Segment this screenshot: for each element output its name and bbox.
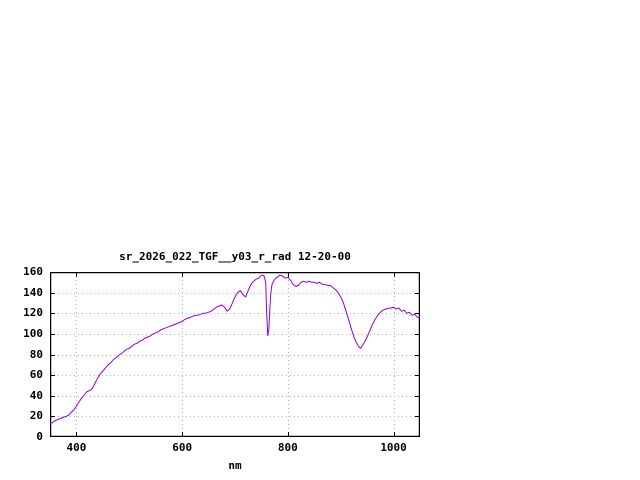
y-axis-tick-label: 20 — [29, 409, 43, 423]
x-axis-tick-label: 1000 — [380, 441, 407, 454]
y-axis-tick-label: 80 — [29, 347, 43, 361]
y-axis-tick-label: 140 — [23, 285, 43, 299]
y-axis-tick-label: 100 — [23, 326, 43, 340]
x-axis-tick-label: 800 — [277, 441, 298, 454]
chart-title: sr_2026_022_TGF__y03_r_rad 12-20-00 — [119, 250, 351, 263]
plot-border — [50, 272, 420, 437]
y-axis-tick-label: 120 — [23, 306, 43, 320]
y-axis-tick-label: 60 — [29, 368, 43, 382]
x-axis-tick-label: 600 — [172, 441, 193, 454]
x-axis-tick-label: 400 — [66, 441, 87, 454]
y-axis-tick-label: 160 — [23, 265, 43, 278]
x-axis-unit-label: nm — [228, 459, 242, 472]
plot-area — [50, 272, 420, 437]
data-line — [50, 274, 420, 425]
y-axis-tick-label: 40 — [29, 388, 43, 402]
y-axis-tick-label: 0 — [36, 430, 43, 443]
